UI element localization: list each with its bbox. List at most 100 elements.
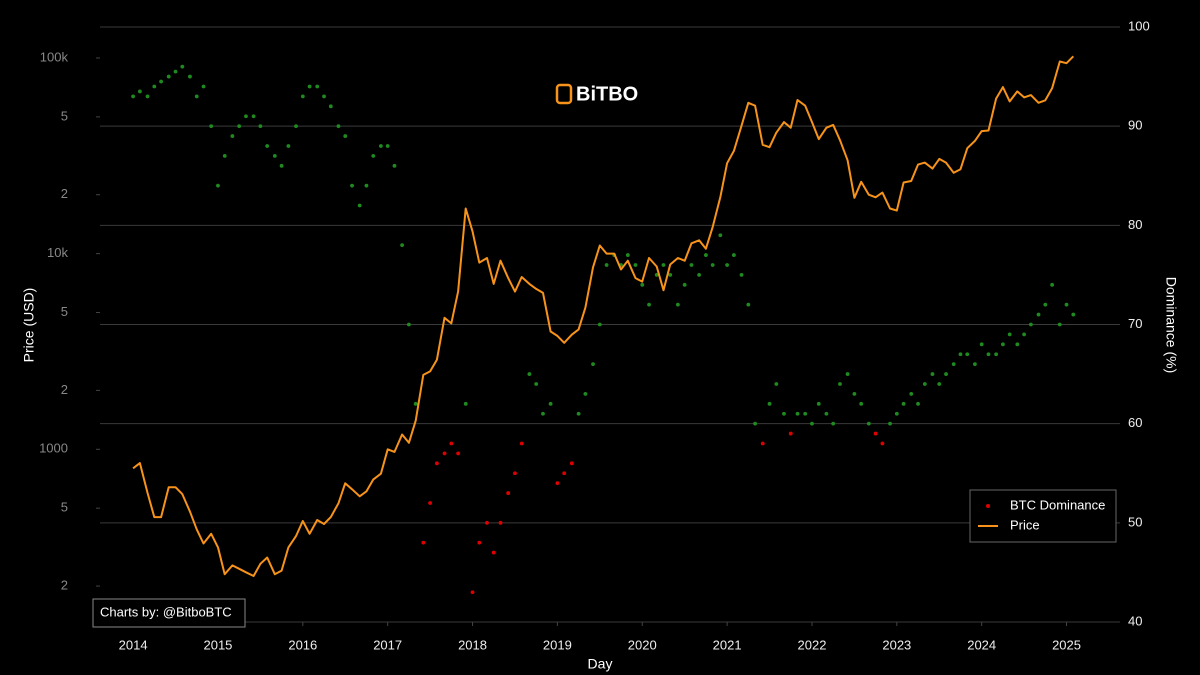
- y2-tick-label: 90: [1128, 118, 1142, 133]
- dominance-point: [421, 540, 426, 545]
- dominance-point: [916, 401, 920, 406]
- dominance-point: [824, 411, 829, 416]
- dominance-point: [336, 124, 341, 129]
- dominance-point: [216, 183, 220, 188]
- y-tick-label: 1000: [39, 441, 68, 456]
- x-tick-label: 2023: [882, 637, 911, 652]
- dominance-point: [1057, 322, 1062, 327]
- dominance-point: [1015, 342, 1020, 347]
- dominance-point: [385, 144, 390, 148]
- dominance-point: [604, 263, 609, 267]
- credit: Charts by: @BitboBTC: [92, 598, 246, 628]
- x-tick-label: 2024: [967, 637, 996, 652]
- x-tick-label: 2021: [713, 637, 742, 652]
- dominance-point: [901, 401, 906, 406]
- dominance-point: [838, 382, 842, 386]
- dominance-point: [194, 94, 199, 99]
- dominance-point: [534, 382, 539, 386]
- y-tick-label: 5: [61, 500, 68, 515]
- dominance-point: [541, 411, 545, 416]
- dominance-point: [710, 263, 715, 267]
- dominance-point: [201, 84, 206, 89]
- dominance-point: [873, 431, 878, 436]
- dominance-point: [845, 372, 850, 376]
- dominance-point: [166, 74, 171, 79]
- dominance-point: [625, 253, 630, 257]
- dominance-point: [1043, 302, 1048, 307]
- price-line: [132, 55, 1075, 577]
- y2-tick-label: 100: [1128, 18, 1150, 33]
- dominance-point: [880, 441, 885, 446]
- dominance-point: [548, 401, 553, 406]
- dominance-point: [1000, 342, 1005, 347]
- dominance-point: [357, 203, 362, 208]
- dominance-point: [965, 352, 970, 357]
- y2-axis-title: Dominance (%): [1163, 277, 1179, 373]
- dominance-point: [159, 79, 163, 84]
- dominance-point: [180, 64, 185, 69]
- dominance-point: [816, 401, 821, 406]
- dominance-point: [668, 273, 673, 277]
- logo-icon: [555, 83, 573, 105]
- dominance-point: [513, 471, 517, 476]
- x-axis-title: Day: [588, 656, 613, 672]
- dominance-point: [562, 471, 567, 476]
- dominance-point: [485, 520, 489, 525]
- dominance-point: [859, 401, 864, 406]
- dominance-point: [400, 243, 404, 248]
- dominance-point: [371, 154, 376, 158]
- dominance-point: [831, 421, 836, 426]
- dominance-point: [328, 104, 333, 109]
- dominance-point: [633, 263, 638, 267]
- dominance-point: [491, 550, 496, 555]
- y-tick-label: 5: [61, 304, 68, 319]
- dominance-point: [937, 382, 942, 386]
- x-tick-label: 2014: [119, 637, 148, 652]
- y2-tick-label: 40: [1128, 613, 1142, 628]
- dominance-point: [922, 382, 927, 386]
- dominance-point: [209, 124, 214, 129]
- dominance-point: [753, 421, 758, 426]
- dominance-point: [1071, 312, 1076, 317]
- y2-tick-label: 50: [1128, 514, 1142, 529]
- dominance-points: [131, 64, 1076, 595]
- dominance-point: [294, 124, 298, 129]
- dominance-point: [442, 451, 447, 456]
- dominance-point: [1064, 302, 1069, 307]
- dominance-point: [894, 411, 899, 416]
- dominance-point: [258, 124, 263, 129]
- x-tick-label: 2016: [288, 637, 317, 652]
- dominance-point: [463, 401, 468, 406]
- dominance-point: [930, 372, 935, 376]
- dominance-point: [739, 273, 744, 277]
- dominance-point: [760, 441, 765, 446]
- dominance-point: [767, 401, 772, 406]
- y-axis-title: Price (USD): [21, 288, 37, 363]
- dominance-point: [640, 282, 645, 287]
- dominance-point: [145, 94, 150, 99]
- dominance-point: [173, 69, 178, 74]
- dominance-point: [852, 392, 857, 396]
- dominance-point: [774, 382, 779, 386]
- dominance-point: [286, 144, 291, 148]
- dominance-point: [746, 302, 751, 307]
- dominance-point: [958, 352, 963, 357]
- dominance-point: [689, 263, 694, 267]
- dominance-point: [682, 282, 687, 287]
- dominance-point: [788, 431, 793, 436]
- dominance-point: [222, 154, 227, 158]
- dominance-point: [576, 411, 581, 416]
- dominance-point: [152, 84, 157, 89]
- legend-label: Price: [1010, 517, 1040, 532]
- dominance-point: [972, 362, 977, 367]
- dominance-point: [994, 352, 999, 357]
- dominance-point: [1050, 282, 1055, 287]
- legend-box: [969, 489, 1117, 543]
- dominance-point: [307, 84, 312, 89]
- dominance-point: [591, 362, 595, 367]
- dominance-point: [979, 342, 984, 347]
- legend-label: BTC Dominance: [1010, 497, 1105, 512]
- x-tick-label: 2020: [628, 637, 657, 652]
